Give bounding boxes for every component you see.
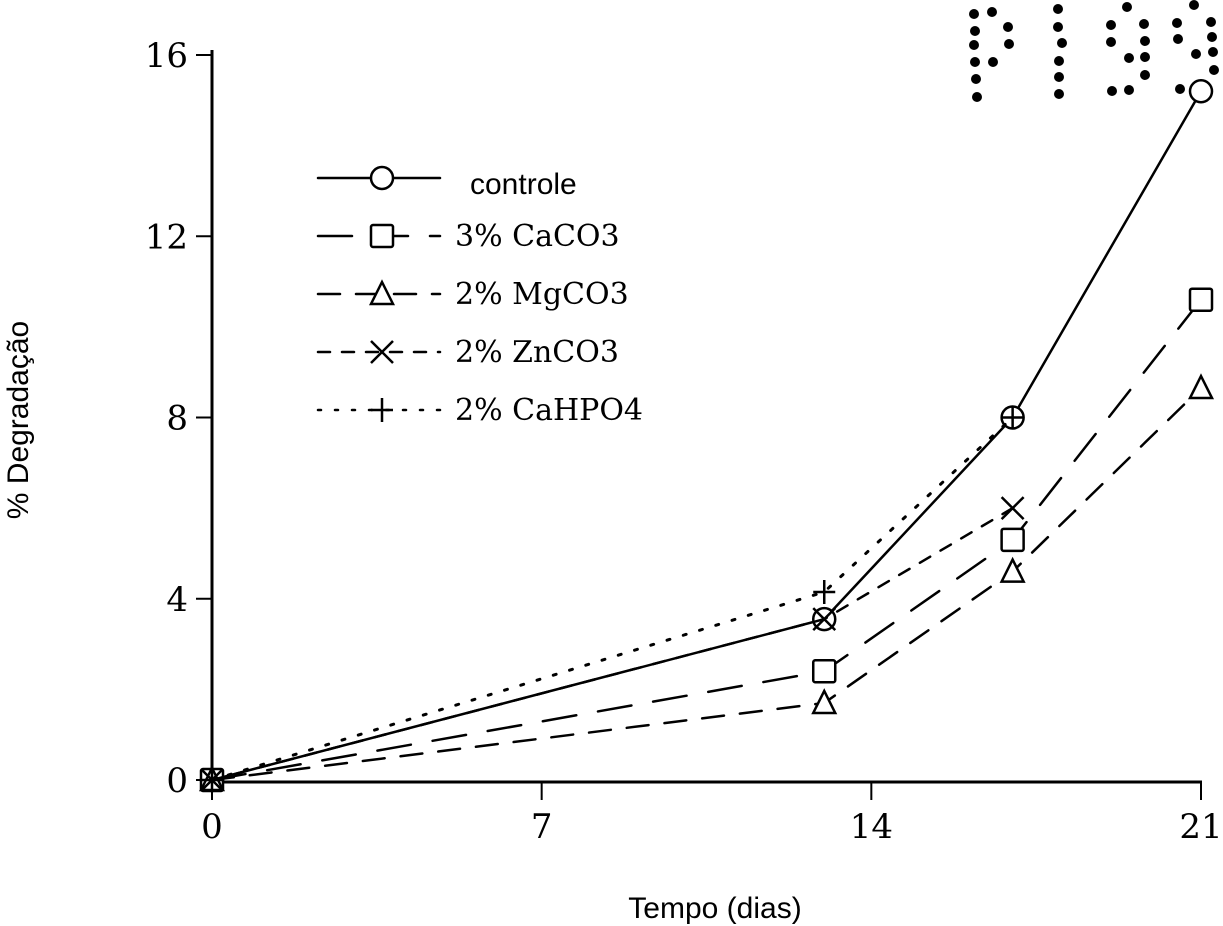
legend-item: 2% CaHPO4 xyxy=(318,393,643,428)
stamp-dot xyxy=(1175,84,1185,94)
legend-item: 3% CaCO3 xyxy=(318,219,620,254)
stamp-dot xyxy=(972,92,982,102)
stamp-dot xyxy=(1140,36,1150,46)
stamp-dot xyxy=(1053,22,1063,32)
triangle-marker-icon xyxy=(1190,376,1212,398)
square-marker-icon xyxy=(1190,289,1212,311)
stamp-dot xyxy=(1124,85,1134,95)
y-tick-label: 16 xyxy=(145,36,188,76)
series-line xyxy=(212,508,1013,780)
stamp-dot xyxy=(1003,22,1013,32)
y-tick-label: 4 xyxy=(166,580,188,620)
stamp-dot xyxy=(1057,38,1067,48)
square-marker-icon xyxy=(371,225,393,247)
stamp-dot xyxy=(1140,52,1150,62)
legend: controle 3% CaCO3 2% MgCO3 2% ZnCO3 2% CaHPO… xyxy=(318,167,643,428)
stamp-dot xyxy=(1004,39,1014,49)
stamp-dot xyxy=(1106,20,1116,30)
series-line xyxy=(212,91,1201,780)
x-axis-label: Tempo (dias) xyxy=(628,892,801,925)
stamp-dot xyxy=(970,57,980,67)
stamp-dot xyxy=(1053,4,1063,14)
legend-label: 3% CaCO3 xyxy=(455,219,620,254)
series-line xyxy=(212,300,1201,780)
legend-label: controle xyxy=(470,168,577,201)
series-2-znco3 xyxy=(201,497,1024,791)
y-tick-label: 0 xyxy=(166,761,188,801)
y-tick-label: 8 xyxy=(166,399,188,439)
x-marker-icon xyxy=(1002,497,1024,519)
legend-item: 2% ZnCO3 xyxy=(318,335,619,370)
stamp-dot xyxy=(1206,17,1216,27)
series-line xyxy=(212,388,1201,780)
y-axis-label: % Degradação xyxy=(2,321,35,519)
legend-label: 2% MgCO3 xyxy=(455,277,629,312)
stamp-dot xyxy=(969,40,979,50)
stamp-dot xyxy=(987,7,997,17)
legend-label: 2% CaHPO4 xyxy=(455,393,643,428)
stamp-dot xyxy=(1172,18,1182,28)
series-2-cahpo4 xyxy=(201,406,1024,793)
stamp-dot xyxy=(1054,89,1064,99)
circle-marker-icon xyxy=(371,167,393,189)
axes xyxy=(212,50,1202,782)
stamp-dot xyxy=(969,9,979,19)
stamp-dot xyxy=(1209,65,1219,75)
plus-marker-icon xyxy=(371,398,393,422)
circle-marker-icon xyxy=(1190,80,1212,102)
stamp-dot xyxy=(1054,72,1064,82)
x-tick-label: 0 xyxy=(201,807,223,847)
series-controle xyxy=(201,80,1212,791)
x-tick-label: 21 xyxy=(1179,807,1222,847)
stamp-dot xyxy=(1173,34,1183,44)
stamp-dot xyxy=(1139,19,1149,29)
stamp-dot xyxy=(988,57,998,67)
x-tick-label: 14 xyxy=(850,807,893,847)
stamp-dot xyxy=(1207,32,1217,42)
stamp-dot xyxy=(1189,0,1199,10)
stamp-dot xyxy=(971,74,981,84)
stamp-dot xyxy=(1107,86,1117,96)
stamp-p199 xyxy=(969,0,1219,102)
x-tick-label: 7 xyxy=(531,807,553,847)
triangle-marker-icon xyxy=(813,691,835,713)
stamp-dot xyxy=(1106,37,1116,47)
stamp-dot xyxy=(1122,2,1132,12)
y-tick-label: 12 xyxy=(145,217,188,257)
plus-marker-icon xyxy=(813,580,835,604)
square-marker-icon xyxy=(1002,529,1024,551)
series-3-caco3 xyxy=(201,289,1212,791)
square-marker-icon xyxy=(813,660,835,682)
series-2-mgco3 xyxy=(201,376,1212,790)
stamp-dot xyxy=(970,26,980,36)
stamp-dot xyxy=(1140,70,1150,80)
stamp-dot xyxy=(1054,56,1064,66)
stamp-dot xyxy=(1191,49,1201,59)
legend-item: 2% MgCO3 xyxy=(318,277,629,312)
legend-label: 2% ZnCO3 xyxy=(455,335,619,370)
series-line xyxy=(212,418,1013,781)
stamp-dot xyxy=(1124,53,1134,63)
stamp-dot xyxy=(1208,47,1218,57)
legend-item: controle xyxy=(318,167,577,201)
